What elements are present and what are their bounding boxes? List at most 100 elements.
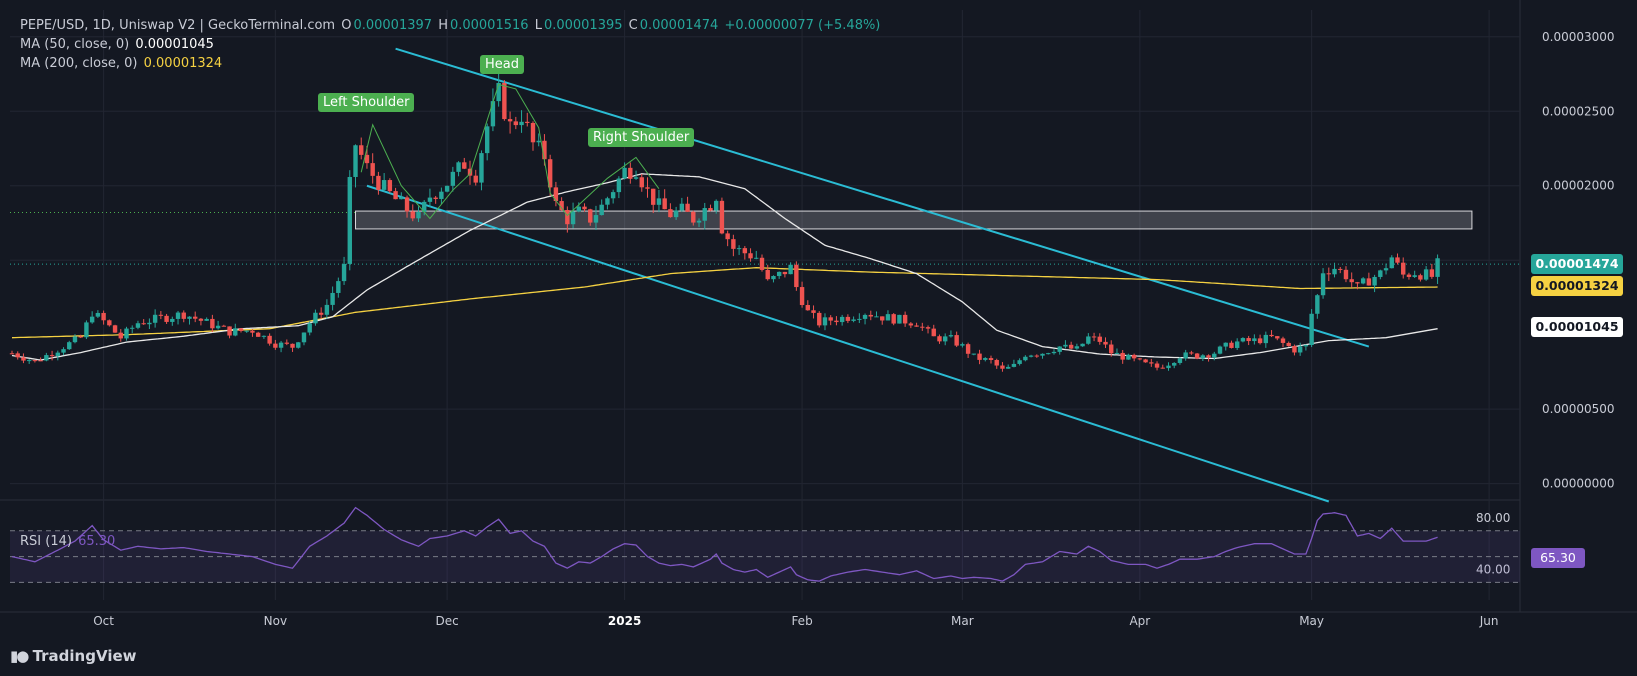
- ma50-legend[interactable]: MA (50, close, 0) 0.00001045: [20, 37, 216, 52]
- candle-body: [799, 287, 805, 306]
- ma200-label: MA (200, close, 0): [20, 56, 138, 71]
- candle-body: [1114, 352, 1120, 354]
- candle-body: [1269, 334, 1274, 337]
- candle-body: [1005, 366, 1011, 369]
- candle-body: [404, 197, 410, 212]
- candle-body: [1383, 268, 1389, 271]
- candle-body: [318, 312, 324, 315]
- candle-body: [296, 342, 301, 348]
- candle-body: [868, 314, 873, 317]
- candle-body: [1297, 346, 1303, 353]
- candle-body: [822, 317, 828, 326]
- candle-body: [1131, 354, 1137, 359]
- candle-body: [261, 335, 267, 337]
- candle-body: [330, 292, 335, 305]
- candle-body: [484, 126, 490, 154]
- candle-body: [628, 167, 633, 179]
- candle-body: [9, 353, 15, 355]
- candle-body: [164, 315, 169, 322]
- candle-body: [147, 322, 152, 325]
- candle-body: [588, 209, 593, 223]
- candle-body: [1160, 367, 1165, 369]
- candle-body: [61, 349, 66, 353]
- candle-body: [26, 360, 32, 362]
- candle-body: [124, 328, 129, 339]
- candle-body: [599, 204, 604, 216]
- candle-body: [679, 203, 685, 211]
- candle-body: [1068, 344, 1074, 349]
- candle-body: [1332, 268, 1337, 275]
- time-tick-label: Apr: [1129, 614, 1150, 628]
- price-axis[interactable]: 0.000030000.000025000.000020000.00001500…: [1476, 30, 1615, 577]
- candle-body: [381, 180, 387, 190]
- rsi-legend[interactable]: RSI (14) 65.30: [20, 534, 117, 549]
- candle-body: [273, 343, 278, 348]
- candle-body: [513, 121, 519, 126]
- candle-body: [181, 312, 186, 319]
- candle-body: [1372, 276, 1377, 286]
- candle-body: [880, 316, 885, 321]
- candle-body: [101, 312, 106, 321]
- candle-body: [759, 257, 765, 270]
- candle-body: [776, 271, 782, 277]
- candle-body: [559, 201, 564, 211]
- candle-body: [1257, 338, 1263, 344]
- candle-body: [754, 257, 759, 259]
- time-axis[interactable]: Oct Nov Dec 2025 Feb Mar Apr May Jun: [93, 614, 1498, 628]
- candle-body: [1017, 360, 1022, 364]
- candle-body: [851, 319, 856, 321]
- close-value: 0.00001474: [639, 18, 719, 33]
- candle-body: [112, 325, 118, 333]
- candle-body: [376, 175, 381, 190]
- candle-body: [1303, 345, 1309, 347]
- candle-body: [439, 191, 444, 199]
- candle-body: [170, 318, 175, 322]
- candle-body: [748, 253, 753, 259]
- candle-body: [118, 332, 123, 339]
- candle-body: [1338, 268, 1343, 270]
- candle-body: [931, 328, 936, 337]
- candle-body: [1206, 355, 1211, 358]
- candle-body: [1217, 346, 1223, 354]
- rsi-band: [10, 530, 1520, 583]
- candle-body: [948, 335, 954, 337]
- candle-body: [771, 276, 776, 280]
- candle-body: [605, 198, 610, 205]
- candle-body: [1395, 257, 1400, 263]
- candle-body: [811, 310, 816, 313]
- candle-body: [943, 336, 948, 342]
- rsi-pane: [10, 506, 1520, 583]
- candle-body: [267, 335, 272, 344]
- tradingview-logo[interactable]: ▮● TradingView: [10, 647, 137, 665]
- candle-body: [313, 312, 318, 324]
- symbol-line: PEPE/USD, 1D, Uniswap V2 | GeckoTerminal…: [20, 18, 336, 33]
- candle-body: [507, 119, 513, 122]
- ma50-value: 0.00001045: [135, 37, 214, 52]
- candle-body: [450, 171, 456, 186]
- candle-body: [610, 192, 616, 199]
- candle-body: [696, 220, 702, 223]
- candle-body: [1435, 258, 1440, 277]
- candle-body: [255, 332, 261, 337]
- time-tick-label: Oct: [93, 614, 114, 628]
- candle-body: [1120, 352, 1125, 360]
- candle-body: [639, 177, 644, 188]
- candle-body: [473, 175, 478, 183]
- candle-body: [278, 342, 284, 348]
- channel-lower-line: [366, 184, 1330, 503]
- candle-body: [416, 212, 421, 219]
- candle-body: [1086, 336, 1091, 344]
- candle-body: [290, 343, 295, 348]
- left-shoulder-label: Left Shoulder: [318, 93, 415, 112]
- candle-body: [1137, 358, 1143, 360]
- candle-body: [1040, 353, 1045, 356]
- time-tick-label: Dec: [435, 614, 458, 628]
- candle-body: [828, 317, 833, 321]
- candle-body: [536, 140, 541, 143]
- candle-body: [78, 336, 83, 338]
- candle-body: [1246, 338, 1251, 342]
- time-tick-label: Nov: [264, 614, 287, 628]
- candle-body: [1355, 282, 1360, 284]
- ma200-legend[interactable]: MA (200, close, 0) 0.00001324: [20, 56, 224, 71]
